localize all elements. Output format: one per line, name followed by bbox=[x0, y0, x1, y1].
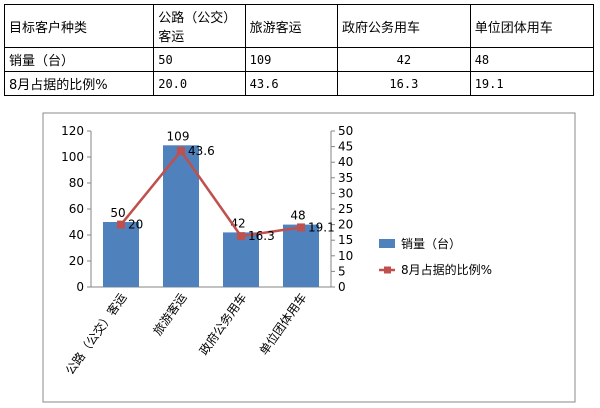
right-tick-label: 15 bbox=[338, 233, 353, 247]
table-cell: 16.3 bbox=[337, 71, 471, 96]
right-tick-label: 0 bbox=[338, 280, 346, 294]
table-cell: 50 bbox=[153, 47, 246, 72]
header-cell: 目标客户种类 bbox=[3, 4, 155, 48]
left-tick-label: 40 bbox=[69, 228, 84, 242]
ratio-line bbox=[120, 148, 302, 238]
legend-bar-swatch bbox=[379, 239, 395, 248]
left-tick-label: 20 bbox=[69, 254, 84, 268]
table-header-row: 目标客户种类 公路（公交）客运 旅游客运 政府公务用车 单位团体用车 bbox=[3, 4, 595, 48]
header-cell: 公路（公交）客运 bbox=[153, 4, 246, 48]
data-table: 目标客户种类 公路（公交）客运 旅游客运 政府公务用车 单位团体用车 销量（台）… bbox=[3, 4, 595, 96]
bar bbox=[283, 224, 319, 287]
legend-line-label: 8月占据的比例% bbox=[401, 262, 492, 277]
table-cell: 19.1 bbox=[469, 71, 595, 96]
header-cell: 政府公务用车 bbox=[337, 4, 471, 48]
table-cell: 48 bbox=[469, 47, 595, 72]
table-cell: 20.0 bbox=[153, 71, 246, 96]
bar bbox=[103, 222, 139, 287]
left-tick-label: 120 bbox=[61, 124, 84, 138]
right-tick-label: 25 bbox=[338, 202, 353, 216]
row-label: 8月占据的比例% bbox=[3, 71, 155, 96]
table-cell: 43.6 bbox=[244, 71, 339, 96]
ratio-value-label: 19.1 bbox=[308, 220, 335, 234]
header-cell: 单位团体用车 bbox=[469, 4, 595, 48]
ratio-value-label: 43.6 bbox=[188, 144, 215, 158]
table-row: 8月占据的比例% 20.0 43.6 16.3 19.1 bbox=[3, 71, 595, 96]
ratio-marker bbox=[117, 220, 125, 229]
left-tick-label: 0 bbox=[76, 280, 84, 294]
bar-value-label: 50 bbox=[110, 206, 125, 220]
right-tick-label: 50 bbox=[338, 124, 353, 138]
ratio-marker bbox=[237, 232, 245, 241]
right-tick-label: 5 bbox=[338, 264, 346, 278]
ratio-marker bbox=[177, 146, 185, 155]
legend-line-marker bbox=[384, 266, 391, 274]
legend-bar-label: 销量（台） bbox=[401, 236, 461, 251]
right-tick-label: 10 bbox=[338, 249, 353, 263]
left-tick-label: 80 bbox=[69, 176, 84, 190]
ratio-value-label: 16.3 bbox=[248, 229, 275, 243]
right-tick-label: 45 bbox=[338, 140, 353, 154]
header-cell: 旅游客运 bbox=[244, 4, 339, 48]
left-tick-label: 60 bbox=[69, 202, 84, 216]
right-tick-label: 30 bbox=[338, 186, 353, 200]
left-tick-label: 100 bbox=[61, 150, 84, 164]
ratio-marker bbox=[297, 223, 305, 232]
bar bbox=[223, 232, 259, 287]
ratio-value-label: 20 bbox=[128, 218, 143, 232]
right-tick-label: 35 bbox=[338, 171, 353, 185]
right-tick-label: 20 bbox=[338, 218, 353, 232]
bar-value-label: 109 bbox=[167, 129, 190, 143]
right-tick-label: 40 bbox=[338, 155, 353, 169]
bar-value-label: 48 bbox=[290, 209, 305, 223]
table-cell: 109 bbox=[244, 47, 339, 72]
